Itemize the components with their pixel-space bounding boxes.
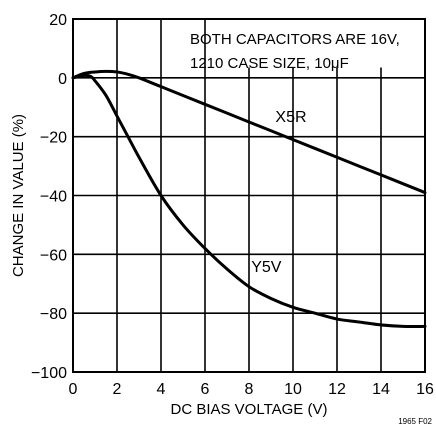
y-tick-label: −80 [40, 306, 67, 323]
annotation-line-1: BOTH CAPACITORS ARE 16V, [190, 31, 400, 48]
y-tick-label: 0 [58, 71, 67, 88]
series-layer [71, 69, 427, 329]
series-label-y5v: Y5V [251, 259, 282, 276]
plot-frame [72, 18, 426, 373]
annotation-micro-symbol: μ [331, 55, 340, 72]
annotation-farad-symbol: F [340, 55, 349, 72]
figure-id: 1965 F02 [398, 417, 432, 426]
series-line-y5v [71, 73, 427, 329]
y-tick-label: −100 [31, 365, 67, 382]
x-tick-label: 14 [372, 381, 390, 398]
y-tick-label: 20 [49, 12, 67, 29]
x-tick-label: 8 [245, 381, 254, 398]
x-tick-label: 0 [69, 381, 78, 398]
x-axis-title: DC BIAS VOLTAGE (V) [171, 401, 328, 418]
annotation-line-2: 1210 CASE SIZE, 10μF [190, 55, 349, 72]
annotation-box [222, 21, 423, 66]
x-tick-label: 16 [416, 381, 434, 398]
y-tick-label: −60 [40, 247, 67, 264]
x-tick-label: 4 [157, 381, 166, 398]
y-tick-label: −40 [40, 189, 67, 206]
x-tick-label: 12 [328, 381, 346, 398]
y-axis-title: CHANGE IN VALUE (%) [10, 114, 27, 277]
x-tick-label: 6 [201, 381, 210, 398]
annotation-line-2-prefix: 1210 CASE SIZE, 10 [190, 55, 331, 72]
x-tick-label: 10 [284, 381, 302, 398]
tick-labels: 0 2 4 6 8 10 12 14 16 20 0 −20 −40 −60 −80 −100 [31, 12, 434, 398]
y-tick-label: −20 [40, 130, 67, 147]
grid [73, 19, 425, 372]
x-tick-label: 2 [113, 381, 122, 398]
series-label-x5r: X5R [275, 109, 306, 126]
series-line-x5r [71, 69, 427, 195]
